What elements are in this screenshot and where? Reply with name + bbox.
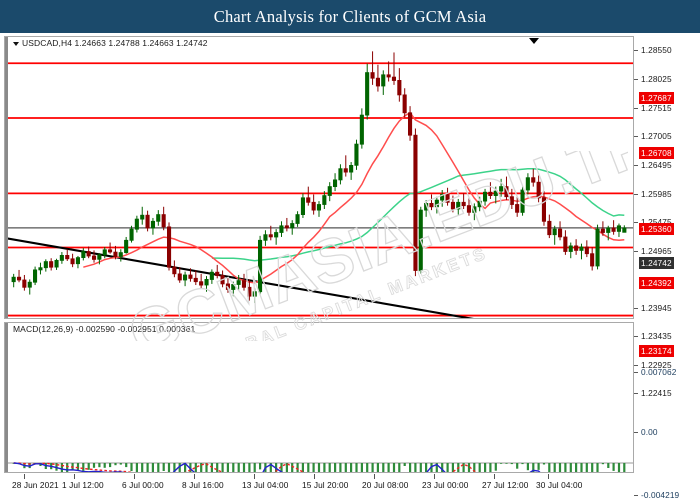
price-level-badge: 1.26708 <box>639 147 674 159</box>
time-tick <box>548 474 549 479</box>
time-axis: 28 Jun 2021 1 Jul 12:00 6 Jul 00:00 8 Jul 1… <box>4 474 634 500</box>
price-axis-label: 1.27515 <box>641 103 672 113</box>
time-axis-label: 28 Jun 2021 <box>12 480 59 490</box>
axis-tick <box>634 251 638 252</box>
chevron-down-icon[interactable] <box>13 41 19 46</box>
axis-tick <box>634 108 638 109</box>
pane-scroll-handle[interactable] <box>5 37 8 318</box>
time-tick <box>194 474 195 479</box>
page-title: Chart Analysis for Clients of GCM Asia <box>213 6 487 26</box>
current-price-badge: 1.24742 <box>639 257 674 269</box>
time-axis-label: 27 Jul 12:00 <box>482 480 529 490</box>
macd-pane[interactable]: MACD(12,26,9) -0.002590 -0.002951 0.0003… <box>4 322 634 473</box>
time-axis-label: 23 Jul 00:00 <box>422 480 469 490</box>
macd-line <box>13 462 541 472</box>
axis-tick <box>634 308 638 309</box>
price-axis-label: 1.22415 <box>641 388 672 398</box>
axis-tick <box>634 432 638 433</box>
chart-area: USDCAD,H4 1.24663 1.24788 1.24663 1.2474… <box>0 33 700 500</box>
time-tick <box>314 474 315 479</box>
price-level-badge: 1.24392 <box>639 277 674 289</box>
axis-tick <box>634 365 638 366</box>
price-axis-label: 1.25475 <box>641 217 672 227</box>
symbol-ohlc-label: USDCAD,H4 1.24663 1.24788 1.24663 1.2474… <box>13 38 208 48</box>
axis-tick <box>634 50 638 51</box>
time-tick <box>134 474 135 479</box>
time-axis-label: 13 Jul 04:00 <box>242 480 289 490</box>
price-level-badge: 1.23174 <box>639 345 674 357</box>
page-header: Chart Analysis for Clients of GCM Asia <box>0 0 700 33</box>
time-axis-label: 30 Jul 04:00 <box>536 480 583 490</box>
time-tick <box>434 474 435 479</box>
price-pane[interactable]: USDCAD,H4 1.24663 1.24788 1.24663 1.2474… <box>4 36 634 319</box>
axis-tick <box>634 136 638 137</box>
time-axis-label: 15 Jul 20:00 <box>302 480 349 490</box>
ma-fast-line <box>83 111 625 284</box>
candlestick-series <box>11 51 627 303</box>
axis-tick <box>634 393 638 394</box>
axis-tick <box>634 79 638 80</box>
macd-axis-label: 0.007062 <box>641 367 677 377</box>
axis-tick <box>634 495 638 496</box>
price-axis-label: 1.24965 <box>641 246 672 256</box>
price-plot <box>5 51 633 318</box>
macd-histogram <box>12 463 626 472</box>
price-axis-label: 1.22925 <box>641 360 672 370</box>
axis-tick <box>634 165 638 166</box>
price-axis-label: 1.25985 <box>641 189 672 199</box>
time-tick <box>374 474 375 479</box>
macd-scroll-handle[interactable] <box>5 323 8 472</box>
price-axis-label: 1.28025 <box>641 74 672 84</box>
time-tick <box>74 474 75 479</box>
axis-tick <box>634 194 638 195</box>
price-level-badge: 1.27687 <box>639 92 674 104</box>
bar-marker-icon <box>529 38 539 44</box>
macd-axis-label: -0.004219 <box>641 490 680 500</box>
price-axis-label: 1.23945 <box>641 303 672 313</box>
time-axis-label: 8 Jul 16:00 <box>182 480 224 490</box>
price-level-badge: 1.25360 <box>639 223 674 235</box>
macd-axis-label: 0.00 <box>641 427 658 437</box>
ma-slow-line <box>211 167 625 262</box>
time-axis-label: 1 Jul 12:00 <box>62 480 104 490</box>
macd-label: MACD(12,26,9) -0.002590 -0.002951 0.0003… <box>13 324 196 334</box>
time-tick <box>24 474 25 479</box>
price-axis-label: 1.23435 <box>641 331 672 341</box>
axis-tick <box>634 336 638 337</box>
macd-plot <box>5 462 633 472</box>
price-axis-label: 1.28550 <box>641 45 672 55</box>
axis-tick <box>634 372 638 373</box>
price-axis-label: 1.27005 <box>641 131 672 141</box>
time-axis-label: 6 Jul 00:00 <box>122 480 164 490</box>
axis-tick <box>634 222 638 223</box>
price-axis[interactable]: 1.28550 1.28025 1.27687 1.27515 1.27005 1.267… <box>634 36 700 500</box>
price-axis-label: 1.26495 <box>641 160 672 170</box>
time-tick <box>494 474 495 479</box>
time-axis-label: 20 Jul 08:00 <box>362 480 409 490</box>
trendline <box>5 237 474 318</box>
macd-signal-line <box>13 462 477 472</box>
time-tick <box>254 474 255 479</box>
